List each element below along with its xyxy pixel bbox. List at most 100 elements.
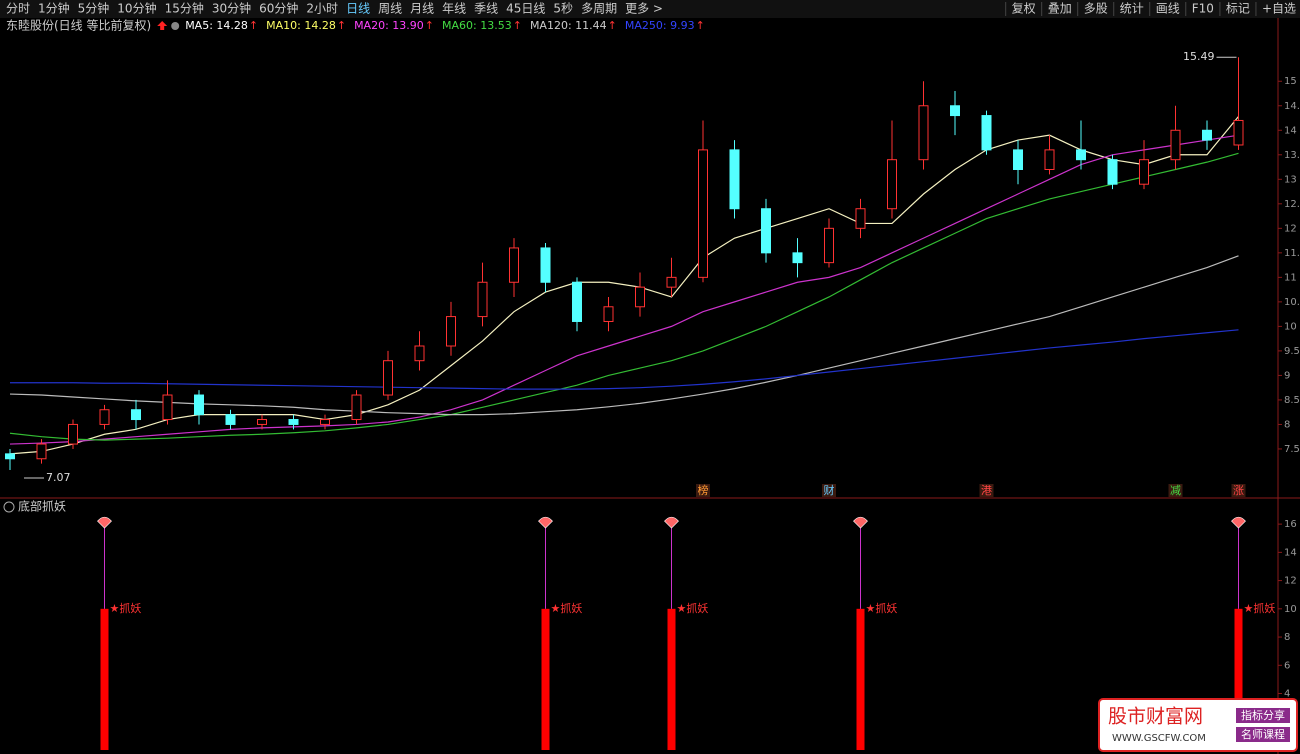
- event-badge[interactable]: [979, 484, 994, 497]
- period-tab[interactable]: 周线: [378, 2, 402, 16]
- event-label[interactable]: 涨: [1233, 484, 1244, 497]
- candle-body: [1170, 129, 1181, 161]
- watermark: 股市财富网 指标分享 名师课程 WWW.GSCFW.COM: [1098, 698, 1298, 752]
- period-tab[interactable]: 30分钟: [212, 1, 251, 16]
- candle-body: [918, 105, 929, 161]
- y-tick-label: 12: [1284, 223, 1297, 234]
- signal-label: ★抓妖: [551, 601, 583, 615]
- candle-body: [698, 149, 708, 278]
- legend-entry: MA5: 14.28: [185, 19, 248, 32]
- period-tab[interactable]: 月线: [410, 2, 434, 16]
- y-tick-label: 10: [1284, 604, 1297, 615]
- signal-label: ★抓妖: [866, 601, 898, 615]
- candle-body: [225, 414, 236, 425]
- tool-button[interactable]: F10: [1192, 2, 1214, 16]
- event-label[interactable]: 减: [1170, 484, 1181, 497]
- candle-body: [162, 394, 173, 421]
- candle-body: [288, 419, 299, 425]
- signal-icon: [664, 516, 679, 529]
- signal-label: ★抓妖: [1244, 601, 1276, 615]
- y-tick-label: 8.5: [1284, 395, 1300, 406]
- legend-menu[interactable]: [171, 22, 180, 30]
- period-tab[interactable]: 45日线: [506, 2, 545, 16]
- signal-bar: [667, 608, 676, 750]
- tool-button[interactable]: 标记: [1226, 2, 1250, 16]
- event-badge[interactable]: [822, 484, 836, 497]
- period-tab[interactable]: 年线: [442, 2, 466, 16]
- period-tab[interactable]: 1分钟: [38, 1, 70, 16]
- tag-bg: [1236, 727, 1290, 742]
- indicator-title: 底部抓妖: [18, 499, 66, 514]
- ma-line: [9, 255, 1239, 416]
- tool-button[interactable]: 叠加: [1048, 2, 1072, 16]
- period-tab[interactable]: 多周期: [581, 2, 617, 16]
- tag-bg: [1236, 708, 1290, 723]
- y-tick-label: 9.5: [1284, 346, 1300, 357]
- event-badge[interactable]: [1168, 484, 1183, 497]
- period-tab[interactable]: 5分钟: [78, 1, 110, 16]
- period-tab[interactable]: 60分钟: [259, 1, 298, 16]
- tool-button[interactable]: 统计: [1120, 2, 1144, 16]
- y-tick-label: 7.5: [1284, 444, 1300, 455]
- y-tick-label: 9: [1284, 370, 1290, 381]
- event-label[interactable]: 港: [981, 484, 992, 497]
- main-title: 东睦股份(日线 等比前复权): [6, 18, 151, 33]
- period-tab[interactable]: 2小时: [306, 2, 338, 16]
- y-tick-label: 10: [1284, 321, 1297, 332]
- candle-body: [414, 345, 425, 362]
- candle-body: [509, 247, 519, 283]
- candle-body: [855, 208, 866, 229]
- legend-arrow: ↑: [249, 19, 258, 32]
- y-tick-label: 8: [1284, 419, 1290, 430]
- event-label[interactable]: 榜: [698, 483, 709, 497]
- event-label[interactable]: 财: [824, 483, 835, 497]
- legend-arrow: ↑: [425, 19, 434, 32]
- watermark-tag: 指标分享: [1241, 708, 1285, 722]
- watermark-tag: 名师课程: [1241, 727, 1285, 741]
- toolbar-bg: [0, 0, 1300, 18]
- candle-body: [824, 227, 834, 264]
- period-tab[interactable]: 分时: [6, 2, 30, 16]
- candle-body: [887, 159, 897, 210]
- signal-icon: [853, 516, 868, 529]
- signal-bar: [100, 608, 109, 750]
- ma-line: [9, 152, 1239, 441]
- candle-body: [1107, 159, 1118, 185]
- candle-body: [1202, 129, 1212, 141]
- period-tab[interactable]: 更多 >: [625, 2, 663, 16]
- candle-body: [1044, 149, 1055, 170]
- candle-body: [477, 281, 488, 318]
- tool-button[interactable]: 画线: [1156, 2, 1180, 16]
- annotation-low: 7.07: [46, 471, 71, 484]
- y-tick-label: 13.5: [1284, 150, 1300, 161]
- watermark-name: 股市财富网: [1108, 706, 1203, 728]
- period-tab[interactable]: 5秒: [553, 2, 573, 16]
- event-badge[interactable]: [1231, 484, 1246, 497]
- y-tick-label: 14: [1284, 125, 1297, 136]
- y-tick-label: 11.5: [1284, 248, 1300, 259]
- y-tick-label: 13: [1284, 174, 1297, 185]
- legend-arrow-icon: [157, 21, 168, 30]
- candle-body: [257, 419, 267, 425]
- candle-body: [729, 149, 740, 210]
- candle-body: [666, 276, 677, 288]
- tool-button[interactable]: 复权: [1012, 2, 1036, 16]
- y-tick-label: 10.5: [1284, 297, 1300, 308]
- candle-body: [68, 423, 78, 445]
- period-tab[interactable]: 15分钟: [165, 1, 204, 16]
- panel-toggle[interactable]: [3, 501, 15, 513]
- period-tab[interactable]: 10分钟: [117, 1, 156, 16]
- legend-entry: MA60: 13.53: [442, 19, 512, 32]
- legend-arrow: ↑: [608, 19, 617, 32]
- candle-body: [792, 252, 803, 264]
- event-badge[interactable]: [696, 484, 710, 497]
- period-tab[interactable]: 季线: [474, 2, 498, 16]
- tool-button[interactable]: 多股: [1084, 2, 1108, 16]
- candle-body: [320, 419, 330, 425]
- candle-body: [1139, 159, 1149, 185]
- tool-button[interactable]: +自选: [1262, 2, 1296, 16]
- y-tick-label: 6: [1284, 660, 1290, 671]
- period-tab[interactable]: 日线: [346, 2, 370, 16]
- candle-body: [5, 453, 15, 460]
